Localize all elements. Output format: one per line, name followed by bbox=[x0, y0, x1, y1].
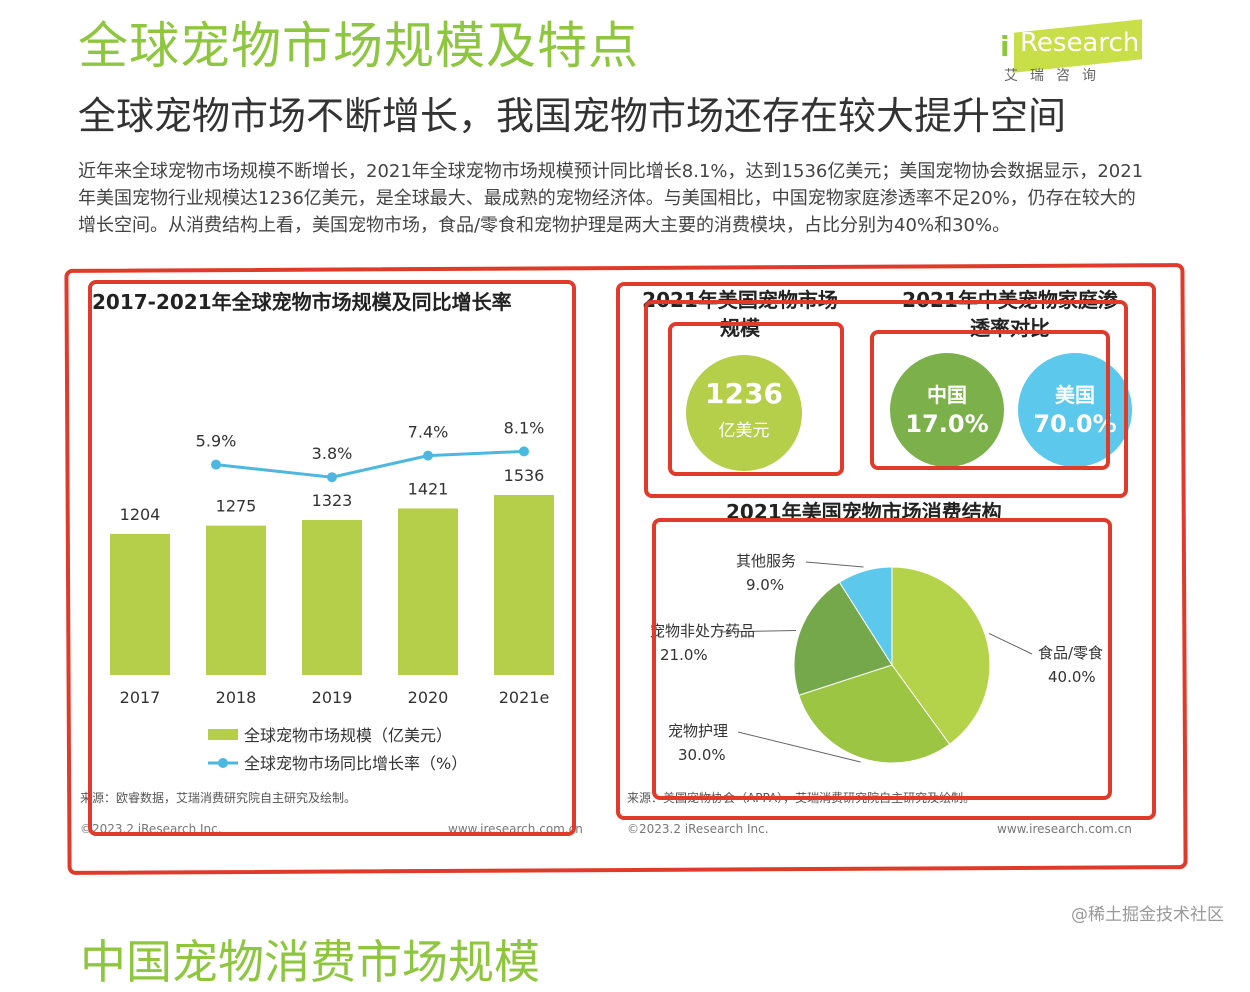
growth-label-2020: 7.4% bbox=[408, 423, 449, 442]
watermark: @稀土掘金技术社区 bbox=[1071, 905, 1224, 925]
logo-i: i bbox=[1000, 30, 1010, 63]
bar-value-label-2018: 1275 bbox=[216, 497, 257, 516]
pie-chart-footer-left: ©2023.2 iResearch Inc. bbox=[627, 822, 769, 836]
growth-label-2018: 5.9% bbox=[196, 432, 237, 451]
pie-name-2: 宠物非处方药品 bbox=[650, 622, 755, 640]
china-penetration-circle: 中国 17.0% bbox=[890, 353, 1004, 467]
us-value: 70.0% bbox=[1033, 410, 1117, 438]
us-label: 美国 bbox=[1055, 383, 1095, 407]
bar-2017 bbox=[110, 533, 170, 675]
pie-chart-footer-right: www.iresearch.com.cn bbox=[997, 822, 1132, 836]
bar-value-label-2021e: 1536 bbox=[504, 466, 545, 485]
growth-label-2021e: 8.1% bbox=[504, 418, 545, 437]
annotation-box-penetration bbox=[870, 330, 1110, 470]
growth-point-2021e bbox=[519, 446, 529, 457]
bar-2019 bbox=[302, 519, 362, 675]
us-market-value: 1236 bbox=[705, 377, 783, 410]
pie-value-2: 21.0% bbox=[660, 646, 708, 664]
annotation-box-right-panel bbox=[616, 282, 1156, 820]
growth-rate-line bbox=[215, 449, 525, 479]
pie-name-3: 其他服务 bbox=[736, 552, 796, 570]
annotation-box-left-chart bbox=[88, 280, 576, 836]
pie-leader-3 bbox=[805, 561, 864, 568]
pie-leader-2 bbox=[719, 629, 797, 633]
bar-2020 bbox=[398, 508, 458, 675]
china-value: 17.0% bbox=[905, 410, 989, 438]
pie-leader-0 bbox=[988, 633, 1033, 655]
legend-label-line: 全球宠物市场同比增长率（%） bbox=[244, 754, 467, 773]
annotation-box-pie bbox=[652, 518, 1112, 800]
bar-value-label-2017: 1204 bbox=[120, 505, 161, 524]
x-tick-2017: 2017 bbox=[120, 688, 161, 707]
logo-word: Research bbox=[1020, 28, 1140, 58]
iresearch-logo: i Research 艾瑞咨询 bbox=[1000, 12, 1150, 84]
bar-value-label-2020: 1421 bbox=[408, 479, 449, 498]
annotation-box-top-metrics bbox=[644, 300, 1128, 498]
page-title: 全球宠物市场规模及特点 bbox=[78, 17, 639, 75]
growth-label-2019: 3.8% bbox=[312, 444, 353, 463]
pie-slice-1 bbox=[798, 664, 951, 764]
us-penetration-circle: 美国 70.0% bbox=[1018, 353, 1132, 467]
legend-label-bar: 全球宠物市场规模（亿美元） bbox=[244, 726, 452, 745]
growth-point-2020 bbox=[423, 450, 433, 461]
next-section-title: 中国宠物消费市场规模 bbox=[80, 935, 540, 989]
growth-point-2019 bbox=[327, 472, 337, 483]
legend-swatch-bar bbox=[208, 729, 238, 740]
logo-cn: 艾瑞咨询 bbox=[1004, 68, 1108, 84]
pie-value-3: 9.0% bbox=[746, 576, 784, 594]
x-tick-2018: 2018 bbox=[216, 688, 257, 707]
pie-slice-0 bbox=[891, 566, 991, 745]
x-tick-2019: 2019 bbox=[312, 688, 353, 707]
bar-2021e bbox=[494, 495, 554, 675]
pie-leader-1 bbox=[737, 731, 861, 763]
pie-chart: 食品/零食 40.0% 宠物护理 30.0% 宠物非处方药品 21.0% 其他服务 9.0% bbox=[650, 552, 1103, 764]
legend-line-marker bbox=[218, 758, 228, 768]
china-label: 中国 bbox=[927, 383, 967, 407]
bar-value-label-2019: 1323 bbox=[312, 491, 353, 510]
bar-chart-source: 来源：欧睿数据，艾瑞消费研究院自主研究及绘制。 bbox=[80, 791, 357, 805]
bar-chart-title: 2017-2021年全球宠物市场规模及同比增长率 bbox=[92, 290, 512, 314]
x-tick-2021e: 2021e bbox=[499, 688, 550, 707]
pie-value-1: 30.0% bbox=[678, 746, 726, 764]
pie-name-1: 宠物护理 bbox=[668, 722, 728, 740]
us-market-unit: 亿美元 bbox=[718, 421, 770, 441]
growth-point-2018 bbox=[211, 459, 221, 470]
annotation-box-us-size bbox=[668, 322, 844, 476]
bar-2018 bbox=[206, 525, 266, 675]
us-market-circle: 1236 亿美元 bbox=[686, 355, 802, 471]
pie-name-0: 食品/零食 bbox=[1038, 644, 1103, 662]
pie-slice-2 bbox=[793, 581, 893, 696]
intro-paragraph: 近年来全球宠物市场规模不断增长，2021年全球宠物市场规模预计同比增长8.1%，… bbox=[78, 161, 1144, 236]
x-tick-2020: 2020 bbox=[408, 688, 449, 707]
pie-slice-3 bbox=[838, 566, 893, 667]
bar-line-chart: 1204 2017 1275 2018 1323 2019 1421 2020 1536 2021… bbox=[110, 418, 554, 773]
page-subtitle: 全球宠物市场不断增长，我国宠物市场还存在较大提升空间 bbox=[78, 94, 1067, 138]
pie-value-0: 40.0% bbox=[1048, 668, 1096, 686]
